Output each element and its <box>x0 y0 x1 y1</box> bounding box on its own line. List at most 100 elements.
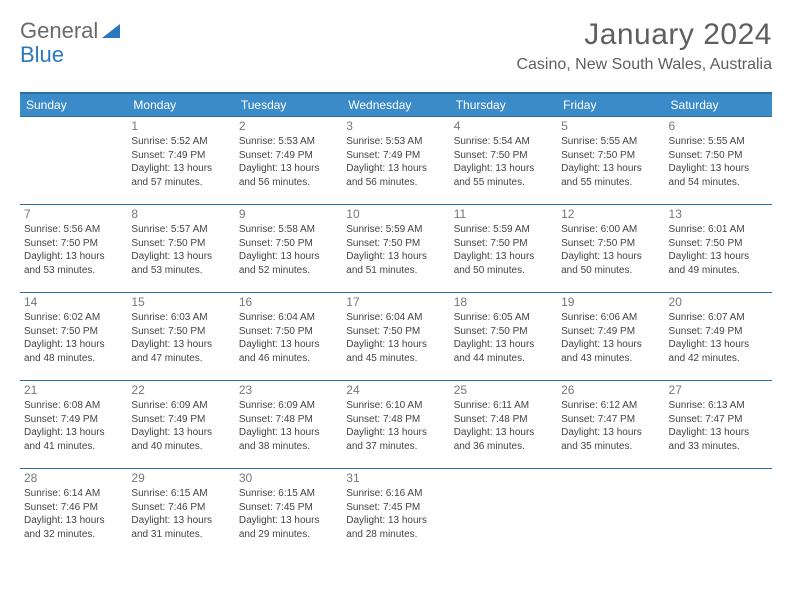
sunset-text: Sunset: 7:50 PM <box>131 325 230 339</box>
weekday-header: Wednesday <box>342 93 449 117</box>
calendar-day-cell: 31Sunrise: 6:16 AMSunset: 7:45 PMDayligh… <box>342 469 449 557</box>
daylight-text: and 42 minutes. <box>669 352 768 366</box>
calendar-day-cell: 6Sunrise: 5:55 AMSunset: 7:50 PMDaylight… <box>665 117 772 205</box>
daylight-text: Daylight: 13 hours <box>346 426 445 440</box>
sunrise-text: Sunrise: 6:02 AM <box>24 311 123 325</box>
sunset-text: Sunset: 7:48 PM <box>454 413 553 427</box>
daylight-text: Daylight: 13 hours <box>239 426 338 440</box>
calendar-week-row: 7Sunrise: 5:56 AMSunset: 7:50 PMDaylight… <box>20 205 772 293</box>
sunset-text: Sunset: 7:49 PM <box>131 413 230 427</box>
daylight-text: and 55 minutes. <box>561 176 660 190</box>
sunrise-text: Sunrise: 6:10 AM <box>346 399 445 413</box>
calendar-day-cell: 30Sunrise: 6:15 AMSunset: 7:45 PMDayligh… <box>235 469 342 557</box>
calendar-day-cell: 21Sunrise: 6:08 AMSunset: 7:49 PMDayligh… <box>20 381 127 469</box>
calendar-day-cell <box>665 469 772 557</box>
sunrise-text: Sunrise: 5:52 AM <box>131 135 230 149</box>
sunrise-text: Sunrise: 6:01 AM <box>669 223 768 237</box>
sunrise-text: Sunrise: 6:12 AM <box>561 399 660 413</box>
calendar-day-cell: 8Sunrise: 5:57 AMSunset: 7:50 PMDaylight… <box>127 205 234 293</box>
sunset-text: Sunset: 7:50 PM <box>454 149 553 163</box>
day-number: 16 <box>239 295 338 309</box>
sunrise-text: Sunrise: 6:07 AM <box>669 311 768 325</box>
calendar-day-cell: 14Sunrise: 6:02 AMSunset: 7:50 PMDayligh… <box>20 293 127 381</box>
calendar-day-cell: 19Sunrise: 6:06 AMSunset: 7:49 PMDayligh… <box>557 293 664 381</box>
sunrise-text: Sunrise: 5:53 AM <box>239 135 338 149</box>
day-number: 1 <box>131 119 230 133</box>
daylight-text: and 55 minutes. <box>454 176 553 190</box>
calendar-body: 1Sunrise: 5:52 AMSunset: 7:49 PMDaylight… <box>20 117 772 557</box>
calendar-day-cell <box>557 469 664 557</box>
calendar-day-cell: 18Sunrise: 6:05 AMSunset: 7:50 PMDayligh… <box>450 293 557 381</box>
sunrise-text: Sunrise: 6:08 AM <box>24 399 123 413</box>
calendar-week-row: 28Sunrise: 6:14 AMSunset: 7:46 PMDayligh… <box>20 469 772 557</box>
day-number: 12 <box>561 207 660 221</box>
weekday-row: Sunday Monday Tuesday Wednesday Thursday… <box>20 93 772 117</box>
daylight-text: and 53 minutes. <box>24 264 123 278</box>
daylight-text: and 56 minutes. <box>346 176 445 190</box>
calendar-day-cell: 5Sunrise: 5:55 AMSunset: 7:50 PMDaylight… <box>557 117 664 205</box>
daylight-text: Daylight: 13 hours <box>454 250 553 264</box>
weekday-header: Saturday <box>665 93 772 117</box>
sunrise-text: Sunrise: 5:57 AM <box>131 223 230 237</box>
calendar-week-row: 1 Sunrise: 5:52 AMSunset: 7:49 PM Daylight… <box>20 117 772 205</box>
calendar-day-cell: 27Sunrise: 6:13 AMSunset: 7:47 PMDayligh… <box>665 381 772 469</box>
sunset-text: Sunset: 7:50 PM <box>239 325 338 339</box>
calendar-day-cell: 23Sunrise: 6:09 AMSunset: 7:48 PMDayligh… <box>235 381 342 469</box>
calendar-day-cell: 22Sunrise: 6:09 AMSunset: 7:49 PMDayligh… <box>127 381 234 469</box>
calendar-day-cell: 11Sunrise: 5:59 AMSunset: 7:50 PMDayligh… <box>450 205 557 293</box>
sunset-text: Sunset: 7:50 PM <box>24 237 123 251</box>
location-subtitle: Casino, New South Wales, Australia <box>516 56 772 74</box>
daylight-text: and 40 minutes. <box>131 440 230 454</box>
daylight-text: and 50 minutes. <box>454 264 553 278</box>
calendar-day-cell: 24Sunrise: 6:10 AMSunset: 7:48 PMDayligh… <box>342 381 449 469</box>
day-number: 3 <box>346 119 445 133</box>
daylight-text: Daylight: 13 hours <box>669 162 768 176</box>
day-number: 22 <box>131 383 230 397</box>
daylight-text: Daylight: 13 hours <box>131 514 230 528</box>
calendar-day-cell: 9Sunrise: 5:58 AMSunset: 7:50 PMDaylight… <box>235 205 342 293</box>
brand-text-part2: Blue <box>20 42 64 68</box>
sunrise-text: Sunrise: 6:11 AM <box>454 399 553 413</box>
daylight-text: Daylight: 13 hours <box>24 338 123 352</box>
sunset-text: Sunset: 7:49 PM <box>131 149 230 163</box>
daylight-text: Daylight: 13 hours <box>131 338 230 352</box>
sunrise-text: Sunrise: 5:58 AM <box>239 223 338 237</box>
daylight-text: Daylight: 13 hours <box>346 338 445 352</box>
daylight-text: and 37 minutes. <box>346 440 445 454</box>
calendar-day-cell: 12Sunrise: 6:00 AMSunset: 7:50 PMDayligh… <box>557 205 664 293</box>
weekday-header: Tuesday <box>235 93 342 117</box>
month-title: January 2024 <box>516 18 772 52</box>
sunrise-text: Sunrise: 6:13 AM <box>669 399 768 413</box>
daylight-text: and 33 minutes. <box>669 440 768 454</box>
sunrise-text: Sunrise: 6:15 AM <box>239 487 338 501</box>
sunset-text: Sunset: 7:45 PM <box>346 501 445 515</box>
daylight-text: and 54 minutes. <box>669 176 768 190</box>
day-number: 31 <box>346 471 445 485</box>
day-number: 5 <box>561 119 660 133</box>
sunset-text: Sunset: 7:50 PM <box>131 237 230 251</box>
sunset-text: Sunset: 7:50 PM <box>346 237 445 251</box>
sunrise-text: Sunrise: 5:59 AM <box>454 223 553 237</box>
daylight-text: and 28 minutes. <box>346 528 445 542</box>
day-number: 15 <box>131 295 230 309</box>
sunrise-text: Sunrise: 5:55 AM <box>669 135 768 149</box>
calendar-day-cell: 29Sunrise: 6:15 AMSunset: 7:46 PMDayligh… <box>127 469 234 557</box>
day-number: 20 <box>669 295 768 309</box>
daylight-text: Daylight: 13 hours <box>561 426 660 440</box>
day-number: 4 <box>454 119 553 133</box>
day-number: 26 <box>561 383 660 397</box>
weekday-header: Friday <box>557 93 664 117</box>
calendar-week-row: 21Sunrise: 6:08 AMSunset: 7:49 PMDayligh… <box>20 381 772 469</box>
daylight-text: and 51 minutes. <box>346 264 445 278</box>
day-number: 10 <box>346 207 445 221</box>
day-number: 29 <box>131 471 230 485</box>
daylight-text: and 53 minutes. <box>131 264 230 278</box>
calendar-day-cell: 3Sunrise: 5:53 AMSunset: 7:49 PMDaylight… <box>342 117 449 205</box>
daylight-text: and 32 minutes. <box>24 528 123 542</box>
calendar-day-cell: 2Sunrise: 5:53 AMSunset: 7:49 PMDaylight… <box>235 117 342 205</box>
sunset-text: Sunset: 7:45 PM <box>239 501 338 515</box>
sunset-text: Sunset: 7:50 PM <box>561 237 660 251</box>
calendar-day-cell <box>450 469 557 557</box>
weekday-header: Thursday <box>450 93 557 117</box>
daylight-text: Daylight: 13 hours <box>24 250 123 264</box>
